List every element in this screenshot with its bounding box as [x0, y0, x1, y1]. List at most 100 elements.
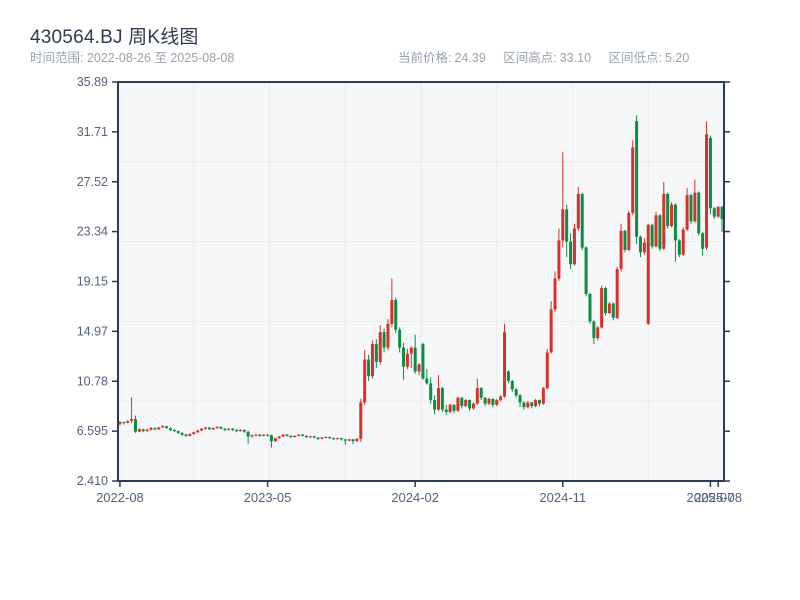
- candle-down: [510, 381, 514, 390]
- candle-down: [141, 429, 145, 432]
- candle-down: [402, 347, 406, 367]
- x-axis-tick-label: 2022-08: [96, 490, 144, 505]
- candle-down: [565, 209, 569, 242]
- candle-up: [378, 332, 382, 362]
- candle-down: [219, 426, 223, 429]
- stats-row: 当前价格: 24.39 区间高点: 33.10 区间低点: 5.20: [398, 47, 703, 66]
- candle-down: [468, 400, 472, 409]
- candle-up: [693, 192, 697, 222]
- candle-down: [658, 215, 662, 249]
- candle-up: [448, 404, 452, 412]
- candle-down: [673, 204, 677, 241]
- candle-down: [289, 435, 293, 438]
- candle-up: [227, 428, 231, 430]
- candle-down: [666, 193, 670, 227]
- candle-down: [623, 230, 627, 250]
- candle-down: [304, 435, 308, 438]
- candle-down: [176, 431, 180, 433]
- candle-down: [537, 400, 541, 404]
- candle-up: [572, 228, 576, 265]
- candle-up: [495, 400, 499, 405]
- candle-up: [188, 434, 192, 436]
- page-title: 430564.BJ 周K线图: [30, 27, 199, 48]
- candle-up: [196, 430, 200, 433]
- candle-up: [541, 388, 545, 404]
- candle-down: [184, 434, 188, 436]
- candle-up: [417, 364, 421, 372]
- candle-down: [701, 233, 705, 249]
- candle-up: [386, 323, 390, 348]
- candle-up: [347, 439, 351, 441]
- candle-down: [452, 404, 456, 411]
- candle-up: [456, 397, 460, 411]
- candle-up: [161, 426, 165, 428]
- candle-down: [234, 429, 238, 432]
- y-axis-tick-label: 2.410: [77, 474, 108, 488]
- candle-down: [133, 419, 137, 432]
- candle-down: [584, 247, 588, 295]
- candle-up: [118, 422, 122, 424]
- candle-down: [429, 383, 433, 401]
- candle-down: [351, 439, 355, 442]
- candle-up: [681, 229, 685, 255]
- candle-down: [514, 389, 518, 396]
- candle-down: [266, 434, 270, 436]
- candle-down: [332, 438, 336, 440]
- candle-up: [137, 429, 141, 432]
- candle-down: [153, 428, 157, 430]
- candle-up: [619, 230, 623, 269]
- candle-down: [444, 409, 448, 412]
- candle-down: [367, 359, 371, 377]
- candle-down: [440, 388, 444, 410]
- candle-down: [588, 294, 592, 322]
- candle-up: [642, 242, 646, 253]
- y-axis-tick-label: 19.15: [77, 275, 108, 289]
- candle-up: [549, 309, 553, 353]
- candle-down: [697, 192, 701, 234]
- x-axis-tick-label: 2025-07: [687, 490, 735, 505]
- candle-up: [646, 224, 650, 324]
- y-axis-tick-label: 14.97: [77, 324, 108, 338]
- candle-up: [670, 204, 674, 227]
- candle-up: [192, 432, 196, 435]
- candle-down: [677, 240, 681, 255]
- candle-up: [390, 299, 394, 324]
- candle-down: [604, 288, 608, 314]
- candle-up: [324, 437, 328, 439]
- candle-up: [475, 388, 479, 404]
- candle-up: [250, 435, 254, 437]
- candle-down: [312, 436, 316, 438]
- x-axis-tick-label: 2024-02: [391, 490, 439, 505]
- candle-down: [231, 428, 235, 430]
- candle-up: [716, 207, 720, 217]
- candle-up: [553, 278, 557, 310]
- y-axis-tick-label: 27.52: [77, 175, 108, 189]
- candle-down: [413, 347, 417, 372]
- candle-up: [596, 327, 600, 339]
- candle-down: [165, 426, 169, 429]
- candle-down: [343, 439, 347, 441]
- candle-up: [705, 134, 709, 248]
- candle-up: [576, 193, 580, 229]
- candle-up: [145, 429, 149, 432]
- date-range-label: 时间范围: 2022-08-26 至 2025-08-08: [30, 51, 235, 65]
- candle-up: [308, 436, 312, 438]
- candle-down: [374, 344, 378, 362]
- candle-down: [394, 299, 398, 330]
- candle-down: [339, 438, 343, 440]
- stat-range-high: 区间高点: 33.10: [503, 51, 592, 65]
- candle-down: [518, 395, 522, 403]
- candle-down: [382, 332, 386, 348]
- candle-up: [215, 426, 219, 429]
- candle-up: [149, 428, 153, 430]
- candle-down: [689, 195, 693, 222]
- x-axis-tick-label: 2024-11: [539, 490, 586, 505]
- candle-up: [409, 347, 413, 354]
- candle-up: [320, 437, 324, 439]
- candle-up: [355, 438, 359, 442]
- candle-up: [200, 428, 204, 431]
- candle-up: [293, 435, 297, 438]
- y-axis-tick-label: 35.89: [77, 75, 108, 89]
